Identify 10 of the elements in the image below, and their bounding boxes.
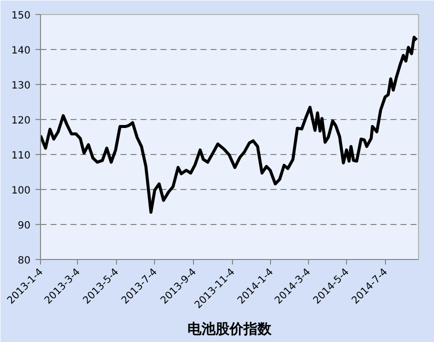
text: 电池股价指数 — [188, 322, 272, 338]
y-tick-label: 130 — [11, 80, 31, 92]
y-tick-label: 140 — [11, 46, 31, 56]
y-tick-label: 100 — [11, 186, 31, 196]
y-tick-label: 80 — [18, 256, 31, 266]
line-series — [40, 36, 418, 214]
y-tick-label: 120 — [11, 116, 31, 126]
y-tick-label: 150 — [11, 10, 31, 22]
y-tick-label: 110 — [11, 150, 31, 162]
y-tick-label: 90 — [18, 220, 31, 232]
